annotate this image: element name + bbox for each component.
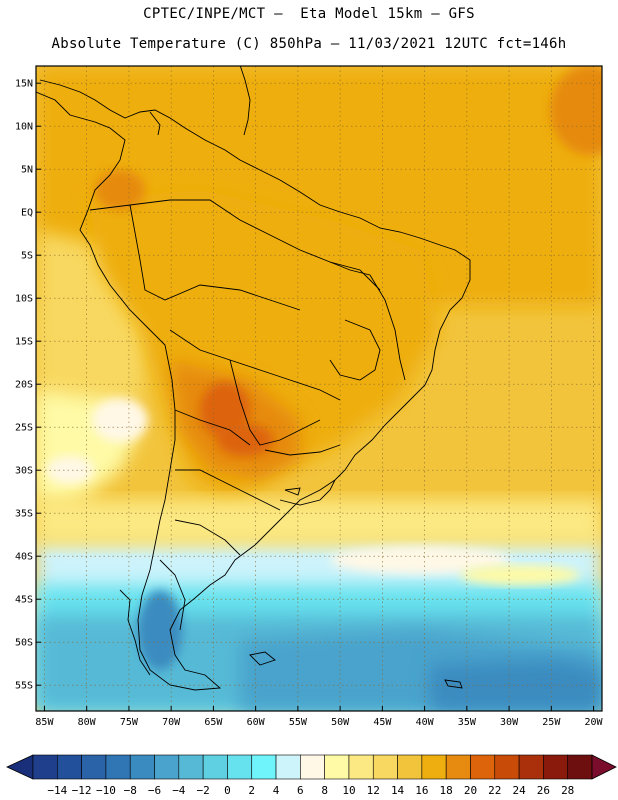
- colorbar-tick-label: 28: [561, 784, 574, 797]
- lat-label: 35S: [15, 509, 33, 520]
- colorbar-tick-label: 20: [464, 784, 477, 797]
- chart-title-line1: CPTEC/INPE/MCT – Eta Model 15km – GFS: [143, 6, 475, 22]
- colorbar-tick-label: 0: [224, 784, 231, 797]
- colorbar-tick-label: 10: [342, 784, 355, 797]
- colorbar-swatch: [154, 754, 180, 780]
- lon-label: 45W: [373, 717, 392, 728]
- colorbar-swatch: [397, 754, 423, 780]
- lon-label: 35W: [458, 717, 477, 728]
- lat-label: 10S: [15, 294, 33, 305]
- lon-label: 50W: [331, 717, 350, 728]
- colorbar-tick-label: 26: [537, 784, 550, 797]
- colorbar-tick-label: 22: [488, 784, 501, 797]
- colorbar-tick-label: 2: [248, 784, 255, 797]
- colorbar-swatch: [372, 754, 398, 780]
- temperature-field: [36, 66, 602, 711]
- colorbar-swatch: [202, 754, 228, 780]
- colorbar-tick-label: 8: [321, 784, 328, 797]
- colorbar-swatch: [567, 754, 593, 780]
- colorbar-tick-label: 12: [367, 784, 380, 797]
- lon-label: 70W: [162, 717, 181, 728]
- colorbar-swatch: [275, 754, 301, 780]
- lat-label: 15N: [15, 79, 33, 90]
- lon-label: 40W: [416, 717, 435, 728]
- lat-label: 10N: [15, 122, 33, 133]
- map-frame: [35, 65, 603, 712]
- lon-label: 60W: [247, 717, 266, 728]
- colorbar-tick-label: 6: [297, 784, 304, 797]
- lon-label: 55W: [289, 717, 308, 728]
- longitude-labels: 85W 80W 75W 70W 65W 60W 55W 50W 45W 40W 35W 30W 25W 2…: [35, 706, 604, 728]
- colorbar-swatch: [105, 754, 131, 780]
- lon-label: 20W: [585, 717, 604, 728]
- colorbar-swatch: [494, 754, 520, 780]
- chart-title-line2: Absolute Temperature (C) 850hPa – 11/03/…: [51, 36, 567, 52]
- lat-label: 15S: [15, 337, 33, 348]
- colorbar-tick-label: −6: [148, 784, 161, 797]
- colorbar-tick-label: 4: [273, 784, 280, 797]
- colorbar-swatch: [251, 754, 277, 780]
- colorbar-swatch: [32, 754, 58, 780]
- colorbar-under-arrow: [6, 754, 34, 780]
- lon-label: 25W: [542, 717, 561, 728]
- colorbar-swatch: [81, 754, 107, 780]
- lat-label: EQ: [21, 208, 33, 219]
- colorbar-swatch: [445, 754, 471, 780]
- coastlines-and-borders: [36, 66, 471, 691]
- colorbar-tick-label: 24: [512, 784, 526, 797]
- lat-label: 5S: [21, 251, 33, 262]
- lon-label: 85W: [35, 717, 54, 728]
- colorbar-tick-label: −10: [96, 784, 116, 797]
- colorbar-swatch: [129, 754, 155, 780]
- colorbar-tick-label: −2: [197, 784, 210, 797]
- colorbar-swatch: [300, 754, 325, 780]
- lat-label: 30S: [15, 466, 33, 477]
- colorbar-tick-label: −4: [172, 784, 186, 797]
- colorbar-swatch: [57, 754, 82, 780]
- colorbar-swatch: [178, 754, 204, 780]
- lat-label: 50S: [15, 638, 33, 649]
- lat-label: 20S: [15, 380, 33, 391]
- lon-label: 80W: [78, 717, 97, 728]
- colorbar-swatch: [324, 754, 350, 780]
- colorbar-swatch: [421, 754, 447, 780]
- lon-label: 65W: [204, 717, 223, 728]
- colorbar-tick-label: 16: [415, 784, 428, 797]
- colorbar-swatch: [227, 754, 253, 780]
- lat-label: 5N: [21, 165, 33, 176]
- colorbar-swatch: [348, 754, 374, 780]
- colorbar-labels: −14 −12 −10 −8 −6 −4 −2 0 2 4 6 8 10 12 14 16 18 20 22 24 26…: [47, 784, 574, 797]
- colorbar: [6, 754, 617, 780]
- colorbar-tick-label: 14: [391, 784, 405, 797]
- colorbar-swatch: [543, 754, 568, 780]
- colorbar-swatch: [518, 754, 544, 780]
- lat-label: 40S: [15, 552, 33, 563]
- colorbar-swatch: [470, 754, 496, 780]
- lon-label: 30W: [500, 717, 519, 728]
- lat-label: 25S: [15, 423, 33, 434]
- lon-label: 75W: [120, 717, 139, 728]
- colorbar-tick-label: −12: [72, 784, 92, 797]
- lat-label: 45S: [15, 595, 33, 606]
- colorbar-tick-label: 18: [440, 784, 453, 797]
- latitude-labels: 15N 10N 5N EQ 5S 10S 15S 20S 25S 30S 35S 40S 45S 50S 5…: [15, 79, 41, 692]
- lat-label: 55S: [15, 681, 33, 692]
- colorbar-over-arrow: [591, 754, 617, 780]
- colorbar-tick-label: −14: [47, 784, 67, 797]
- colorbar-tick-label: −8: [124, 784, 137, 797]
